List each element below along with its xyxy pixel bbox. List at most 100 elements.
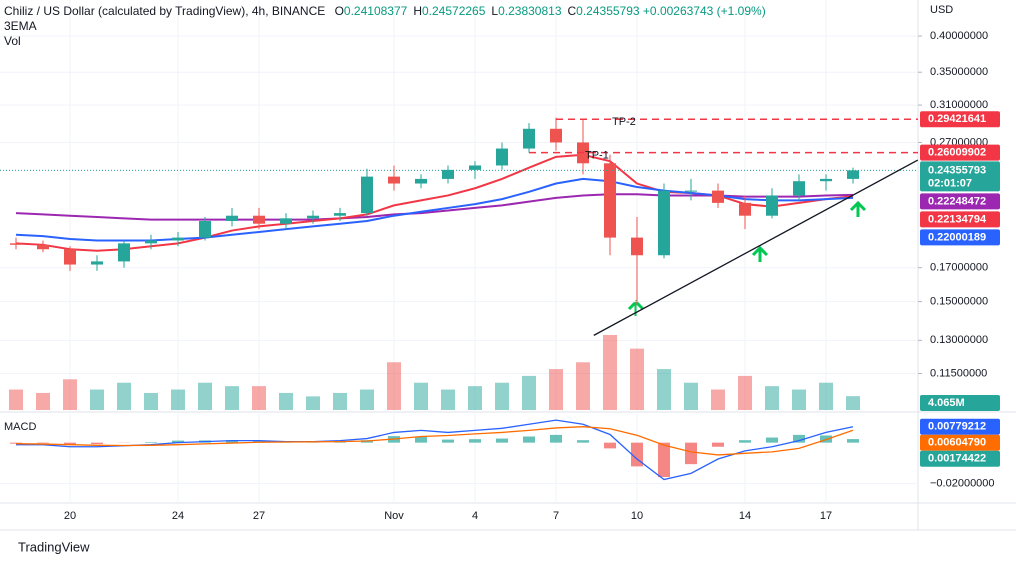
- price-label-box: [920, 229, 1000, 246]
- candle-body: [523, 128, 535, 149]
- volume-bar: [333, 392, 347, 410]
- histogram-bar: [631, 442, 643, 467]
- volume-bar: [441, 389, 455, 410]
- price-label-box: [920, 161, 1000, 192]
- volume-bar: [711, 389, 725, 410]
- volume-bar: [90, 389, 104, 410]
- volume-bar: [603, 335, 617, 410]
- volume-bar: [306, 396, 320, 410]
- x-tick-label: 4: [472, 510, 478, 522]
- ohlc-key: C: [567, 4, 577, 18]
- ema-line: [15, 153, 854, 252]
- volume-bar: [387, 362, 401, 410]
- volume-bar: [792, 389, 806, 410]
- y-tick-label: 0.13000000: [930, 334, 988, 346]
- volume-bar: [36, 392, 50, 410]
- candle-body: [199, 221, 211, 238]
- currency: USD: [930, 4, 953, 16]
- price-label: 0.22248472: [928, 195, 986, 207]
- price-label: 0.00779212: [928, 421, 986, 433]
- y-tick-label: 0.35000000: [930, 66, 988, 78]
- histogram-bar: [172, 440, 184, 443]
- volume-bar: [495, 382, 509, 410]
- volume-label-box: [920, 395, 1000, 411]
- histogram-bar: [37, 442, 49, 444]
- ohlc-value: 0.23830813: [498, 4, 562, 18]
- macd-title: MACD: [4, 421, 36, 433]
- volume-bar: [630, 348, 644, 410]
- price-label-box: [920, 144, 1000, 161]
- level-name: TP-1: [585, 149, 609, 161]
- histogram-bar: [91, 442, 103, 445]
- arrow: [751, 245, 769, 262]
- histogram-bar: [469, 439, 481, 443]
- volume-bar: [171, 389, 185, 410]
- level-name: TP-2: [612, 116, 636, 128]
- candle-body: [334, 213, 346, 216]
- candle-body: [658, 190, 670, 256]
- candle-body: [712, 190, 724, 203]
- price-label: 0.00604790: [928, 437, 986, 449]
- candle-body: [793, 181, 805, 196]
- candle-body: [361, 176, 373, 214]
- price-label: 0.22134794: [928, 213, 987, 225]
- candle-body: [388, 176, 400, 184]
- volume-bar: [279, 392, 293, 410]
- candle-body: [820, 178, 832, 182]
- volume-bar: [819, 382, 833, 410]
- volume-bar: [198, 382, 212, 410]
- price-label: 0.26009902: [928, 146, 986, 158]
- candle-body: [253, 215, 265, 224]
- change: +0.00263743 (+1.09%): [642, 4, 766, 18]
- candle-body: [604, 163, 616, 238]
- candle-body: [469, 165, 481, 170]
- y-tick-label: 0.40000000: [930, 30, 988, 42]
- volume-bar: [846, 396, 860, 410]
- histogram-bar: [766, 437, 778, 443]
- candle-body: [739, 202, 751, 216]
- symbol: Chiliz / US Dollar (calculated by Tradin…: [4, 4, 326, 18]
- histogram-bar: [604, 442, 616, 449]
- histogram-bar: [64, 442, 76, 445]
- candle-body: [280, 218, 292, 224]
- histogram-bar: [685, 442, 697, 465]
- macd-line: [16, 419, 854, 481]
- volume-bar: [9, 389, 23, 410]
- volume-bar: [144, 392, 158, 410]
- ohlc-value: 0.24108377: [343, 4, 408, 18]
- price-label: 0.00174422: [928, 453, 986, 465]
- y-tick-label: 0.17000000: [930, 262, 988, 274]
- volume-bar: [522, 375, 536, 410]
- y-tick-label: −0.02000000: [930, 477, 995, 489]
- x-tick-label: 27: [253, 510, 265, 522]
- candle-body: [847, 170, 859, 179]
- ohlc-value: 0.24572265: [422, 4, 486, 18]
- x-tick-label: 17: [820, 510, 832, 522]
- volume-bar: [225, 386, 239, 410]
- volume-bar: [414, 382, 428, 410]
- histogram-bar: [847, 439, 859, 443]
- volume-bar: [63, 379, 77, 410]
- histogram-bar: [442, 439, 454, 443]
- candle-body: [145, 240, 157, 244]
- volume-bar: [657, 369, 671, 410]
- candle-body: [91, 261, 103, 265]
- arrow: [627, 299, 645, 316]
- volume-bar: [576, 362, 590, 410]
- x-tick-label: 14: [739, 510, 751, 522]
- candle-body: [415, 178, 427, 184]
- y-tick-label: 0.15000000: [930, 295, 988, 307]
- volume-bar: [117, 382, 131, 410]
- histogram-bar: [550, 434, 562, 443]
- ohlc-key: O: [334, 4, 344, 18]
- brand: TradingView: [18, 539, 90, 554]
- ohlc: O0.24108377 H0.24572265 L0.23830813 C0.2435…: [329, 4, 640, 18]
- histogram-bar: [523, 436, 535, 443]
- candle-body: [631, 237, 643, 256]
- candle-body: [118, 243, 130, 262]
- x-tick-label: 24: [172, 510, 184, 522]
- histogram-bar: [712, 442, 724, 447]
- trendline: [593, 159, 919, 336]
